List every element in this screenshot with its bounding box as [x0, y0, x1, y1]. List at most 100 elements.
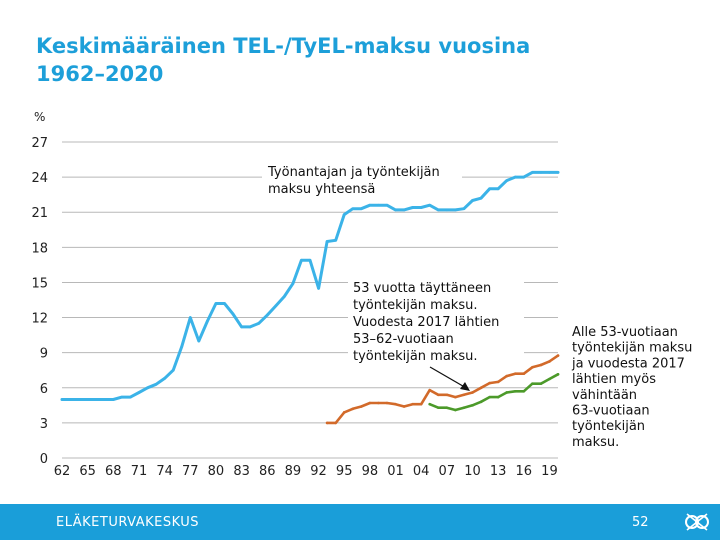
- data-point-age53: [368, 401, 372, 405]
- data-point-under53: [513, 389, 517, 393]
- annotation-under53-line: työntekijän: [572, 419, 645, 434]
- annotation-total-line: maksu yhteensä: [268, 182, 375, 197]
- data-point-age53: [351, 407, 355, 411]
- data-point-age53: [488, 381, 491, 385]
- data-point-total: [137, 391, 141, 394]
- data-point-total: [377, 203, 380, 207]
- y-tick-label: 0: [40, 452, 48, 467]
- data-point-age53: [548, 360, 551, 363]
- annotation-under53-line: työntekijän maksu: [572, 341, 692, 356]
- footer-organization: ELÄKETURVAKESKUS: [56, 515, 200, 530]
- data-point-age53: [445, 393, 449, 397]
- data-point-total: [505, 179, 508, 182]
- data-point-total: [163, 377, 166, 380]
- x-tick-label: 68: [105, 464, 122, 479]
- data-point-total: [223, 302, 226, 305]
- data-point-age53: [402, 405, 406, 408]
- x-tick-label: 71: [131, 464, 148, 479]
- data-point-total: [257, 322, 260, 325]
- data-point-age53: [334, 421, 337, 425]
- data-point-total: [556, 171, 560, 174]
- data-point-total: [385, 203, 389, 207]
- y-tick-label: 15: [31, 276, 48, 291]
- x-tick-label: 10: [464, 464, 481, 479]
- x-tick-label: 83: [233, 464, 250, 479]
- line-chart: % 0 3 6 9 12 15 18 21 24 27 62 65 68 71 74 77 80 83 86 89 92 9…: [31, 110, 692, 479]
- x-tick-label: 01: [387, 464, 404, 479]
- y-tick-label: 6: [40, 382, 48, 397]
- data-point-under53: [522, 389, 526, 393]
- x-tick-label: 77: [182, 464, 199, 479]
- data-point-age53: [531, 365, 534, 369]
- data-point-total: [112, 398, 115, 401]
- annotation-under53-line: lähtien myös: [572, 372, 656, 387]
- data-point-under53: [539, 382, 543, 385]
- data-point-total: [317, 286, 320, 290]
- data-point-age53: [479, 386, 483, 390]
- data-point-age53: [377, 401, 380, 405]
- data-point-total: [471, 199, 474, 202]
- data-point-under53: [445, 406, 449, 409]
- page-title: Keskimääräinen TEL-/TyEL-maksu vuosina 1…: [36, 32, 636, 88]
- data-point-total: [188, 316, 192, 319]
- annotation-under53-line: 63-vuotiaan: [572, 404, 650, 419]
- annotation-age53-line: työntekijän maksu.: [353, 349, 477, 364]
- series-line-age53: [325, 354, 560, 425]
- x-tick-label: 04: [413, 464, 430, 479]
- data-point-age53: [539, 363, 543, 367]
- data-point-under53: [488, 395, 491, 399]
- y-tick-label: 9: [40, 347, 48, 362]
- y-tick-label: 12: [31, 312, 48, 327]
- annotation-age53-backing: [348, 278, 524, 368]
- data-point-total: [214, 302, 218, 305]
- data-point-total: [411, 206, 414, 209]
- x-tick-label: 07: [439, 464, 456, 479]
- data-point-age53: [454, 395, 457, 399]
- data-point-total: [496, 187, 500, 191]
- x-tick-label: 62: [54, 464, 71, 479]
- data-point-age53: [471, 391, 474, 394]
- x-tick-label: 89: [285, 464, 302, 479]
- data-point-age53: [428, 388, 432, 392]
- data-point-total: [436, 208, 440, 212]
- data-point-age53: [513, 372, 517, 376]
- x-tick-label: 80: [208, 464, 225, 479]
- data-point-under53: [496, 395, 500, 399]
- annotation-under53-line: ja vuodesta 2017: [571, 356, 685, 371]
- annotation-arrow-line: [429, 366, 469, 390]
- x-tick-label: 86: [259, 464, 276, 479]
- data-point-total: [60, 398, 64, 401]
- y-tick-label: 18: [31, 241, 48, 256]
- data-point-under53: [548, 377, 551, 381]
- x-tick-label: 74: [156, 464, 173, 479]
- data-point-age53: [325, 421, 329, 425]
- data-point-total: [522, 175, 526, 179]
- data-point-under53: [471, 404, 474, 407]
- data-point-age53: [522, 372, 526, 376]
- data-point-age53: [394, 402, 397, 406]
- data-point-total: [274, 304, 278, 308]
- data-point-total: [206, 319, 209, 323]
- data-point-under53: [436, 406, 440, 409]
- data-point-age53: [419, 402, 423, 406]
- data-point-total: [265, 313, 269, 317]
- data-point-total: [402, 208, 406, 212]
- data-point-total: [462, 207, 466, 211]
- data-point-total: [291, 282, 295, 285]
- data-point-total: [300, 258, 303, 262]
- data-point-age53: [342, 411, 346, 414]
- data-point-total: [231, 312, 235, 316]
- data-point-total: [454, 208, 457, 212]
- data-point-total: [488, 187, 491, 191]
- annotation-under53-line: vähintään: [572, 388, 637, 403]
- annotation-arrowhead: [460, 382, 470, 391]
- data-point-total: [146, 386, 149, 390]
- page-number: 52: [632, 515, 649, 530]
- annotation-total-backing: [262, 160, 462, 200]
- data-point-under53: [462, 406, 466, 409]
- data-point-under53: [531, 382, 534, 385]
- data-point-total: [351, 207, 355, 211]
- data-point-under53: [428, 402, 432, 406]
- x-tick-label: 92: [310, 464, 327, 479]
- data-point-total: [445, 208, 449, 212]
